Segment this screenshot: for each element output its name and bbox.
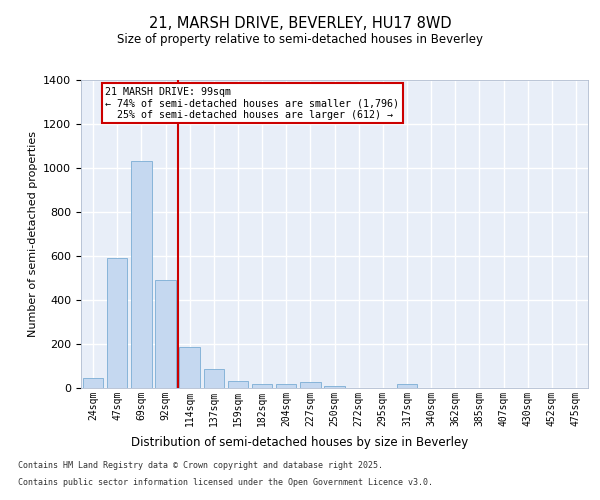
Bar bbox=[324, 386, 345, 388]
Text: 21 MARSH DRIVE: 99sqm
← 74% of semi-detached houses are smaller (1,796)
  25% of: 21 MARSH DRIVE: 99sqm ← 74% of semi-deta… bbox=[105, 86, 399, 120]
Bar bbox=[83, 378, 103, 388]
Bar bbox=[252, 384, 272, 388]
Text: Distribution of semi-detached houses by size in Beverley: Distribution of semi-detached houses by … bbox=[131, 436, 469, 449]
Y-axis label: Number of semi-detached properties: Number of semi-detached properties bbox=[28, 130, 38, 337]
Bar bbox=[131, 162, 152, 388]
Bar bbox=[155, 280, 176, 388]
Bar bbox=[276, 384, 296, 388]
Text: 21, MARSH DRIVE, BEVERLEY, HU17 8WD: 21, MARSH DRIVE, BEVERLEY, HU17 8WD bbox=[149, 16, 451, 32]
Bar bbox=[227, 382, 248, 388]
Text: Contains HM Land Registry data © Crown copyright and database right 2025.: Contains HM Land Registry data © Crown c… bbox=[18, 460, 383, 469]
Bar bbox=[397, 384, 417, 388]
Bar bbox=[300, 382, 320, 388]
Text: Contains public sector information licensed under the Open Government Licence v3: Contains public sector information licen… bbox=[18, 478, 433, 487]
Bar bbox=[107, 258, 127, 388]
Text: Size of property relative to semi-detached houses in Beverley: Size of property relative to semi-detach… bbox=[117, 32, 483, 46]
Bar bbox=[179, 347, 200, 388]
Bar bbox=[203, 369, 224, 388]
